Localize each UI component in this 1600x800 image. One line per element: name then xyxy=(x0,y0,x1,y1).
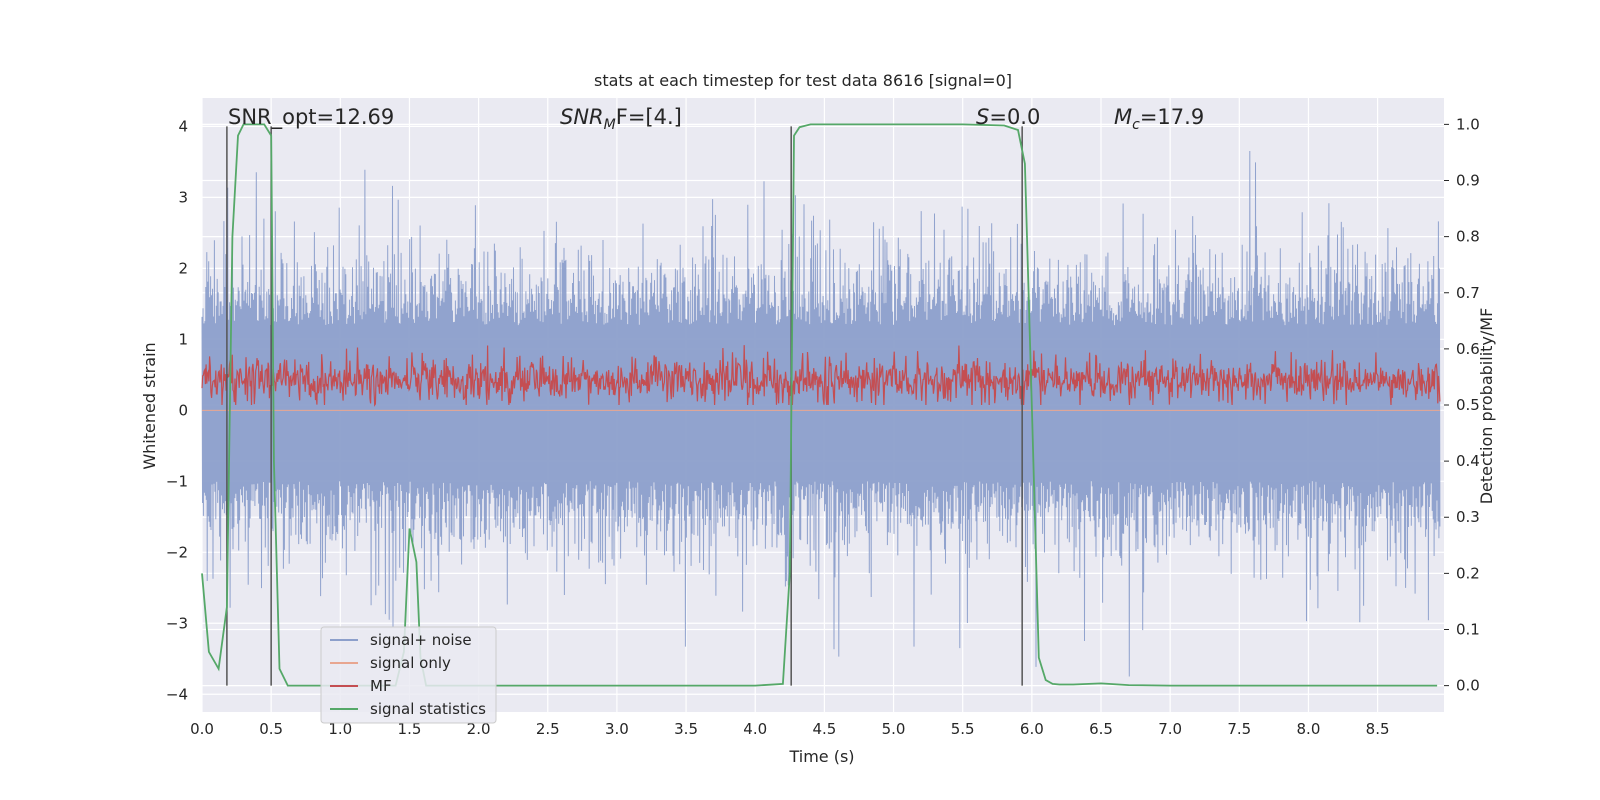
snr-mf-annotation-main: SNR xyxy=(560,105,604,129)
y-tick-label-right: 0.7 xyxy=(1456,284,1480,302)
x-tick-label: 2.0 xyxy=(467,720,491,738)
y-tick-label-left: 2 xyxy=(178,259,188,277)
y-tick-label-right: 0.9 xyxy=(1456,172,1480,190)
x-tick-label: 8.5 xyxy=(1366,720,1390,738)
x-tick-label: 4.5 xyxy=(812,720,836,738)
mc-annotation: Mc=17.9 xyxy=(1114,105,1204,133)
legend-label-signal-statistics: signal statistics xyxy=(370,700,486,718)
y-tick-label-left: 0 xyxy=(178,401,188,419)
y-tick-label-right: 0.5 xyxy=(1456,396,1480,414)
x-tick-label: 3.5 xyxy=(674,720,698,738)
x-tick-label: 3.0 xyxy=(605,720,629,738)
y-tick-label-right: 0.6 xyxy=(1456,340,1480,358)
y-tick-label-left: −2 xyxy=(166,543,188,561)
y-tick-label-right: 0.0 xyxy=(1456,677,1480,695)
y-tick-label-right: 1.0 xyxy=(1456,115,1480,133)
y-tick-label-left: 4 xyxy=(178,117,188,135)
series-signal-noise xyxy=(201,150,1441,677)
x-tick-label: 6.0 xyxy=(1020,720,1044,738)
x-tick-label: 0.5 xyxy=(259,720,283,738)
x-tick-label: 7.0 xyxy=(1158,720,1182,738)
x-tick-label: 6.5 xyxy=(1089,720,1113,738)
y-tick-label-right: 0.1 xyxy=(1456,620,1480,638)
snr-opt-annotation: SNR_opt=12.69 xyxy=(228,105,394,130)
x-tick-label: 1.0 xyxy=(328,720,352,738)
snr-mf-annotation-sub: M xyxy=(604,117,616,133)
snr-mf-annotation-rest: F=[4.] xyxy=(616,105,682,129)
y-tick-label-right: 0.8 xyxy=(1456,228,1480,246)
legend-label-signal-noise: signal+ noise xyxy=(370,631,472,649)
s-annotation: S=0.0 xyxy=(976,105,1040,129)
s-annotation-rest: =0.0 xyxy=(989,105,1040,129)
s-annotation-main: S xyxy=(976,105,989,129)
x-axis-label: Time (s) xyxy=(788,747,854,766)
mc-annotation-main: M xyxy=(1114,105,1132,129)
y-tick-label-right: 0.2 xyxy=(1456,564,1480,582)
chart-title: stats at each timestep for test data 861… xyxy=(594,71,1012,90)
legend-label-mf: MF xyxy=(370,677,392,695)
x-tick-label: 0.0 xyxy=(190,720,214,738)
y-tick-label-left: −4 xyxy=(166,685,188,703)
y-tick-label-left: −3 xyxy=(166,614,188,632)
x-tick-label: 4.0 xyxy=(743,720,767,738)
legend: signal+ noise signal only MF signal stat… xyxy=(320,626,497,724)
axes: 0.0 0.5 1.0 1.5 2.0 2.5 3.0 3.5 4.0 4.5 5.0 5.5 6.0 6… xyxy=(166,115,1480,738)
legend-frame xyxy=(320,626,497,724)
x-tick-label: 2.5 xyxy=(536,720,560,738)
x-tick-label: 7.5 xyxy=(1227,720,1251,738)
series-mf xyxy=(201,345,1441,407)
legend-label-signal-only: signal only xyxy=(370,654,451,672)
x-tick-label: 1.5 xyxy=(398,720,422,738)
y-axis-label-right: Detection probability/MF xyxy=(1477,308,1496,505)
mc-annotation-rest: =17.9 xyxy=(1140,105,1204,129)
snr-mf-annotation: SNRMF=[4.] xyxy=(560,105,682,133)
series-layer xyxy=(201,123,1441,687)
y-tick-label-left: 1 xyxy=(178,330,188,348)
x-tick-label: 8.0 xyxy=(1297,720,1321,738)
y-tick-label-left: −1 xyxy=(166,472,188,490)
x-tick-label: 5.5 xyxy=(951,720,975,738)
x-tick-label: 5.0 xyxy=(882,720,906,738)
y-tick-label-left: 3 xyxy=(178,188,188,206)
mc-annotation-sub: c xyxy=(1132,117,1140,133)
y-tick-label-right: 0.4 xyxy=(1456,452,1480,470)
y-axis-label-left: Whitened strain xyxy=(140,342,159,469)
y-tick-label-right: 0.3 xyxy=(1456,508,1480,526)
